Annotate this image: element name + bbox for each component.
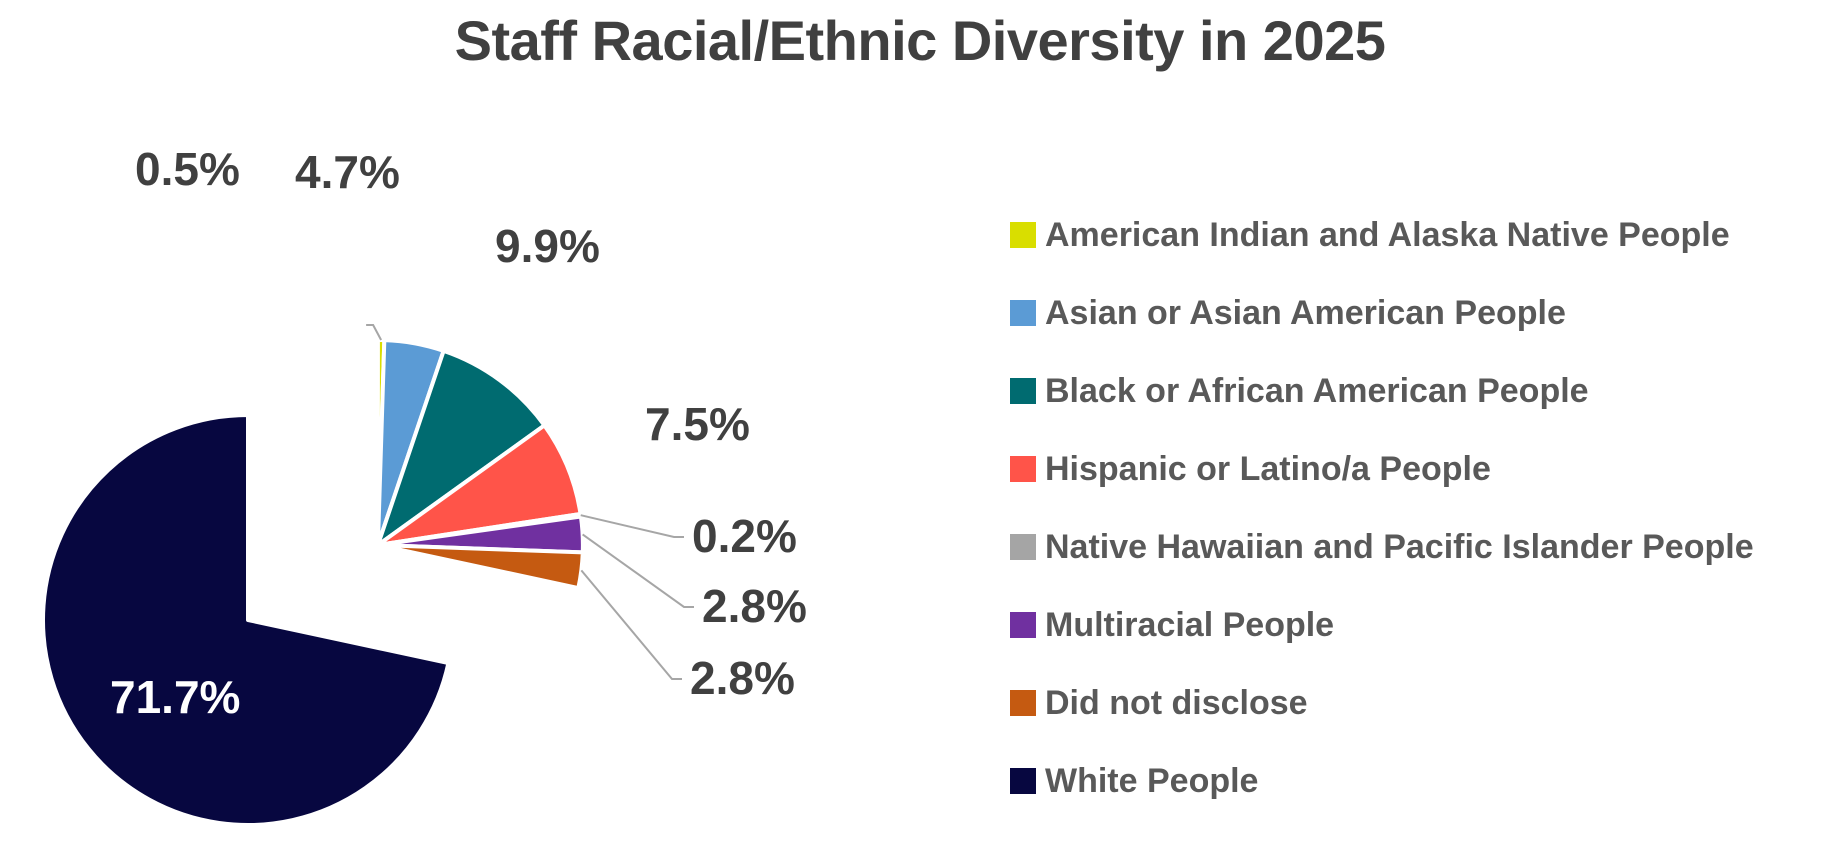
pie-slices — [41, 338, 585, 827]
legend-item-did-not-disclose: Did not disclose — [1010, 664, 1830, 742]
legend-swatch — [1010, 690, 1036, 716]
legend-item-native-hawaiian-and-pacific-islander-people: Native Hawaiian and Pacific Islander Peo… — [1010, 508, 1830, 586]
legend-swatch — [1010, 300, 1036, 326]
legend-label: American Indian and Alaska Native People — [1045, 215, 1730, 254]
legend-item-hispanic-or-latino-a-people: Hispanic or Latino/a People — [1010, 430, 1830, 508]
data-label-hispanic-or-latino-a-people: 7.5% — [645, 398, 750, 450]
data-label-native-hawaiian-and-pacific-islander-people: 0.2% — [692, 510, 797, 562]
legend-swatch — [1010, 768, 1036, 794]
legend-item-black-or-african-american-people: Black or African American People — [1010, 352, 1830, 430]
leader-line-american-indian-and-alaska-native-people — [366, 324, 383, 341]
legend-label: White People — [1045, 761, 1259, 800]
leader-line-multiracial-people — [582, 533, 694, 608]
legend-label: Multiracial People — [1045, 605, 1335, 644]
data-label-asian-or-asian-american-people: 4.7% — [295, 146, 400, 198]
legend-swatch — [1010, 534, 1036, 560]
legend-swatch — [1010, 378, 1036, 404]
legend-item-asian-or-asian-american-people: Asian or Asian American People — [1010, 274, 1830, 352]
legend-swatch — [1010, 456, 1036, 482]
legend-swatch — [1010, 222, 1036, 248]
data-label-american-indian-and-alaska-native-people: 0.5% — [135, 143, 240, 195]
legend-label: Asian or Asian American People — [1045, 293, 1566, 332]
legend-label: Hispanic or Latino/a People — [1045, 449, 1491, 488]
chart-title: Staff Racial/Ethnic Diversity in 2025 — [454, 9, 1386, 72]
legend-item-multiracial-people: Multiracial People — [1010, 586, 1830, 664]
pie-slice-did-not-disclose — [375, 543, 585, 591]
legend-label: Native Hawaiian and Pacific Islander Peo… — [1045, 527, 1754, 566]
data-label-black-or-african-american-people: 9.9% — [495, 220, 600, 272]
legend-item-american-indian-and-alaska-native-people: American Indian and Alaska Native People — [1010, 196, 1830, 274]
data-label-multiracial-people: 2.8% — [702, 580, 807, 632]
leader-line-did-not-disclose — [580, 569, 682, 680]
legend-label: Black or African American People — [1045, 371, 1589, 410]
data-label-white-people: 71.7% — [110, 671, 240, 723]
legend-label: Did not disclose — [1045, 683, 1308, 722]
pie-slice-black-or-african-american-people — [375, 348, 547, 547]
leader-line-native-hawaiian-and-pacific-islander-people — [580, 514, 684, 538]
leader-lines — [366, 324, 694, 680]
data-labels: 0.5% 4.7% 9.9% 7.5% 0.2% 2.8% 2.8% 71.7% — [110, 143, 807, 723]
legend-item-white-people: White People — [1010, 742, 1830, 820]
data-label-did-not-disclose: 2.8% — [690, 652, 795, 704]
legend-swatch — [1010, 612, 1036, 638]
pie-slice-white-people — [41, 413, 451, 827]
legend: American Indian and Alaska Native People… — [1010, 196, 1830, 820]
